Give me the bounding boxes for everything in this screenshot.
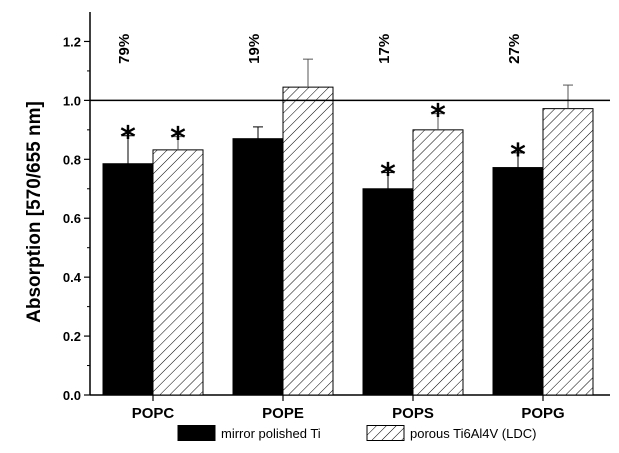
significance-star: * [430,99,446,134]
y-tick-label: 1.2 [63,34,81,49]
percent-annotation: 17% [376,34,393,64]
legend-label: porous Ti6Al4V (LDC) [410,426,536,441]
x-tick-label: POPS [392,405,434,422]
legend-label: mirror polished Ti [221,426,321,441]
y-tick-label: 0.4 [63,270,82,285]
y-tick-label: 0.8 [63,152,81,167]
legend-swatch-porous [366,425,405,441]
bar-mirror-polished [362,188,414,396]
percent-annotation: 19% [246,34,263,64]
bar-porous [282,86,334,396]
x-tick-label: POPE [262,405,304,422]
significance-star: * [380,158,396,193]
significance-star: * [510,138,526,173]
y-tick-label: 0.2 [63,329,81,344]
y-tick-label: 0.0 [63,388,81,403]
y-tick-label: 0.6 [63,211,81,226]
significance-star: * [120,121,136,156]
y-axis-label: Absorption [570/655 nm] [24,101,45,323]
bar-porous [412,129,464,396]
bar-porous [542,108,594,396]
bar-mirror-polished [102,163,154,396]
x-tick-label: POPG [521,405,564,422]
legend: mirror polished Ti porous Ti6Al4V (LDC) [177,425,536,441]
percent-annotation: 27% [506,34,523,64]
percent-annotation: 79% [116,34,133,64]
y-tick-label: 1.0 [63,93,81,108]
bar-mirror-polished [492,167,544,396]
significance-star: * [170,122,186,157]
x-tick-label: POPC [132,405,175,422]
legend-swatch-mirror-polished [177,425,216,441]
bar-mirror-polished [232,138,284,396]
bar-porous [152,149,204,396]
